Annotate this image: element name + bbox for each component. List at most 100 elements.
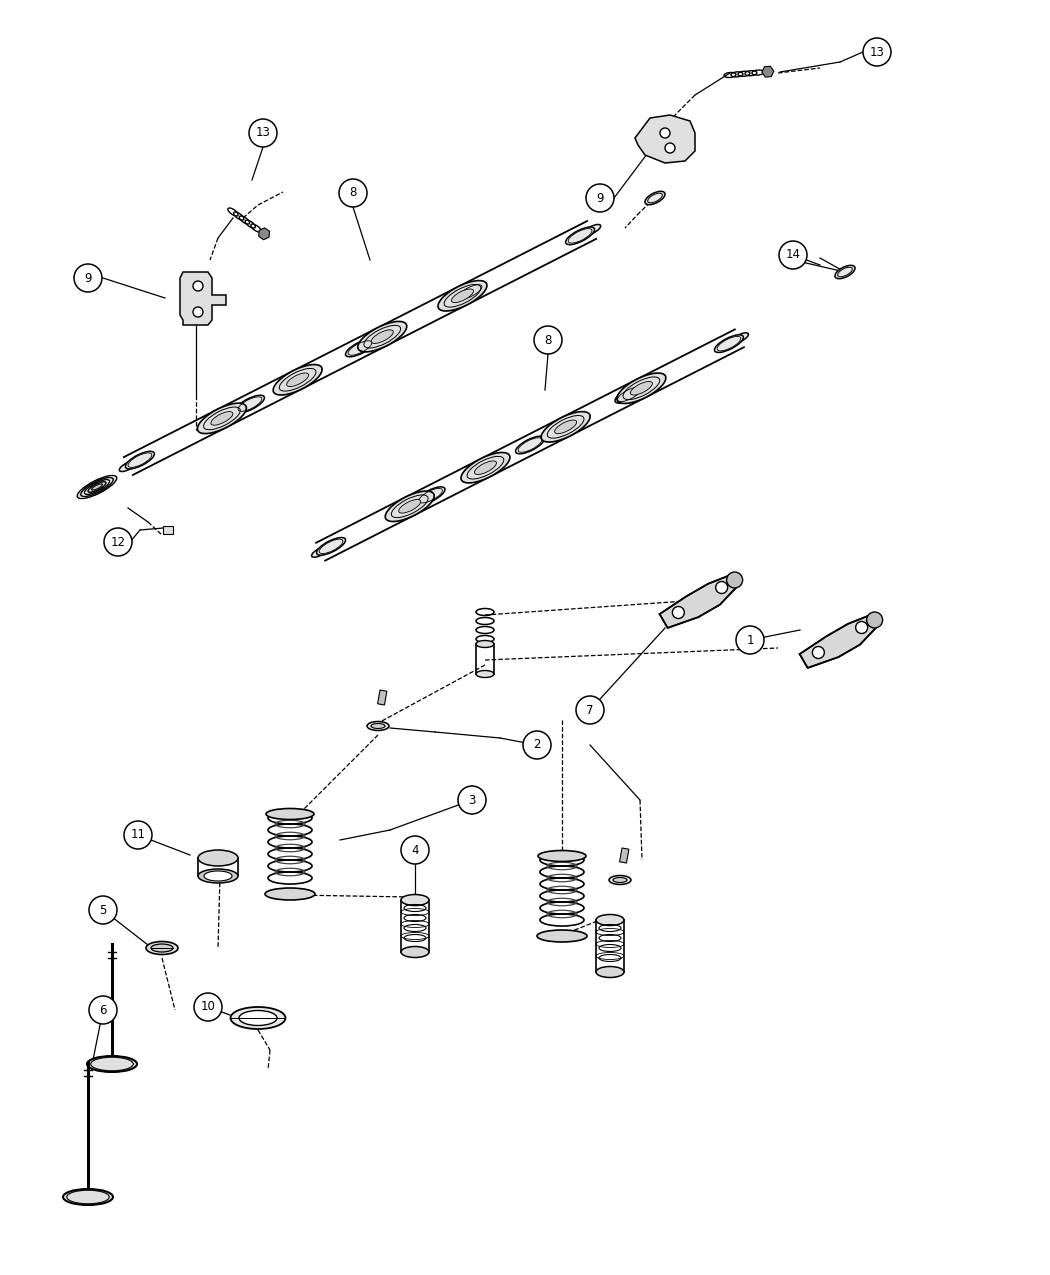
Circle shape	[194, 993, 222, 1021]
Text: 7: 7	[586, 704, 593, 717]
Ellipse shape	[554, 419, 576, 434]
Ellipse shape	[345, 339, 375, 357]
Ellipse shape	[541, 412, 590, 442]
Ellipse shape	[87, 1056, 136, 1072]
Ellipse shape	[358, 321, 406, 352]
Circle shape	[779, 241, 807, 269]
Ellipse shape	[235, 395, 265, 413]
Polygon shape	[180, 272, 226, 325]
Ellipse shape	[538, 850, 586, 862]
Ellipse shape	[583, 224, 601, 236]
Ellipse shape	[475, 460, 497, 474]
Text: 8: 8	[544, 334, 551, 347]
Circle shape	[672, 607, 685, 618]
Text: 3: 3	[468, 793, 476, 807]
Text: 2: 2	[533, 738, 541, 751]
Circle shape	[736, 626, 764, 654]
Circle shape	[74, 264, 102, 292]
Ellipse shape	[476, 671, 494, 677]
Ellipse shape	[438, 280, 487, 311]
Polygon shape	[258, 228, 270, 240]
Text: 11: 11	[130, 829, 146, 842]
Ellipse shape	[273, 365, 322, 395]
Ellipse shape	[401, 895, 429, 905]
Polygon shape	[659, 574, 739, 627]
Circle shape	[716, 581, 728, 593]
Circle shape	[249, 119, 277, 147]
Polygon shape	[800, 613, 879, 668]
Ellipse shape	[81, 478, 113, 496]
Ellipse shape	[231, 1007, 286, 1029]
Bar	[620, 848, 629, 863]
Circle shape	[104, 528, 132, 556]
Ellipse shape	[287, 374, 309, 386]
Ellipse shape	[197, 403, 247, 434]
Ellipse shape	[91, 483, 103, 490]
Text: 14: 14	[785, 249, 800, 261]
Ellipse shape	[198, 870, 238, 884]
Ellipse shape	[630, 381, 652, 395]
Text: 6: 6	[100, 1003, 107, 1016]
Ellipse shape	[452, 289, 474, 302]
Ellipse shape	[456, 283, 484, 301]
Ellipse shape	[461, 453, 510, 483]
Circle shape	[339, 179, 368, 207]
Ellipse shape	[84, 479, 109, 495]
Circle shape	[401, 836, 429, 864]
Ellipse shape	[266, 808, 314, 820]
Ellipse shape	[835, 265, 855, 279]
Circle shape	[458, 785, 486, 813]
Ellipse shape	[120, 460, 138, 472]
Polygon shape	[635, 115, 695, 163]
Ellipse shape	[125, 451, 154, 469]
Circle shape	[586, 184, 614, 212]
Text: 12: 12	[110, 536, 126, 548]
Circle shape	[193, 280, 203, 291]
Circle shape	[727, 572, 742, 588]
Circle shape	[534, 326, 562, 354]
Text: 13: 13	[869, 46, 884, 59]
Ellipse shape	[596, 966, 624, 978]
Circle shape	[523, 731, 551, 759]
Ellipse shape	[613, 877, 627, 882]
Circle shape	[866, 612, 883, 629]
Circle shape	[89, 996, 117, 1024]
Ellipse shape	[596, 914, 624, 926]
Ellipse shape	[476, 640, 494, 648]
Ellipse shape	[198, 850, 238, 866]
Text: 10: 10	[201, 1001, 215, 1014]
Bar	[163, 527, 173, 534]
Ellipse shape	[368, 722, 388, 731]
Ellipse shape	[146, 941, 178, 955]
Ellipse shape	[317, 538, 345, 555]
Ellipse shape	[204, 871, 232, 881]
Circle shape	[193, 307, 203, 317]
Ellipse shape	[609, 876, 631, 885]
Ellipse shape	[731, 333, 749, 344]
Text: 1: 1	[747, 634, 754, 646]
Ellipse shape	[211, 412, 233, 425]
Circle shape	[89, 896, 117, 924]
Ellipse shape	[372, 330, 394, 343]
Ellipse shape	[516, 436, 545, 454]
Ellipse shape	[239, 1011, 277, 1025]
Circle shape	[813, 646, 824, 658]
Ellipse shape	[648, 194, 663, 203]
Ellipse shape	[537, 929, 587, 942]
Polygon shape	[762, 66, 774, 76]
Text: 4: 4	[412, 844, 419, 857]
Ellipse shape	[399, 500, 421, 513]
Ellipse shape	[265, 887, 315, 900]
Circle shape	[660, 128, 670, 138]
Ellipse shape	[88, 482, 106, 492]
Text: 5: 5	[100, 904, 107, 917]
Ellipse shape	[617, 374, 666, 403]
Text: 9: 9	[84, 272, 91, 284]
Text: 13: 13	[255, 126, 271, 139]
Ellipse shape	[416, 487, 445, 505]
Bar	[378, 690, 386, 705]
Ellipse shape	[566, 227, 594, 245]
Circle shape	[665, 143, 675, 153]
Text: 8: 8	[350, 186, 357, 199]
Text: 9: 9	[596, 191, 604, 204]
